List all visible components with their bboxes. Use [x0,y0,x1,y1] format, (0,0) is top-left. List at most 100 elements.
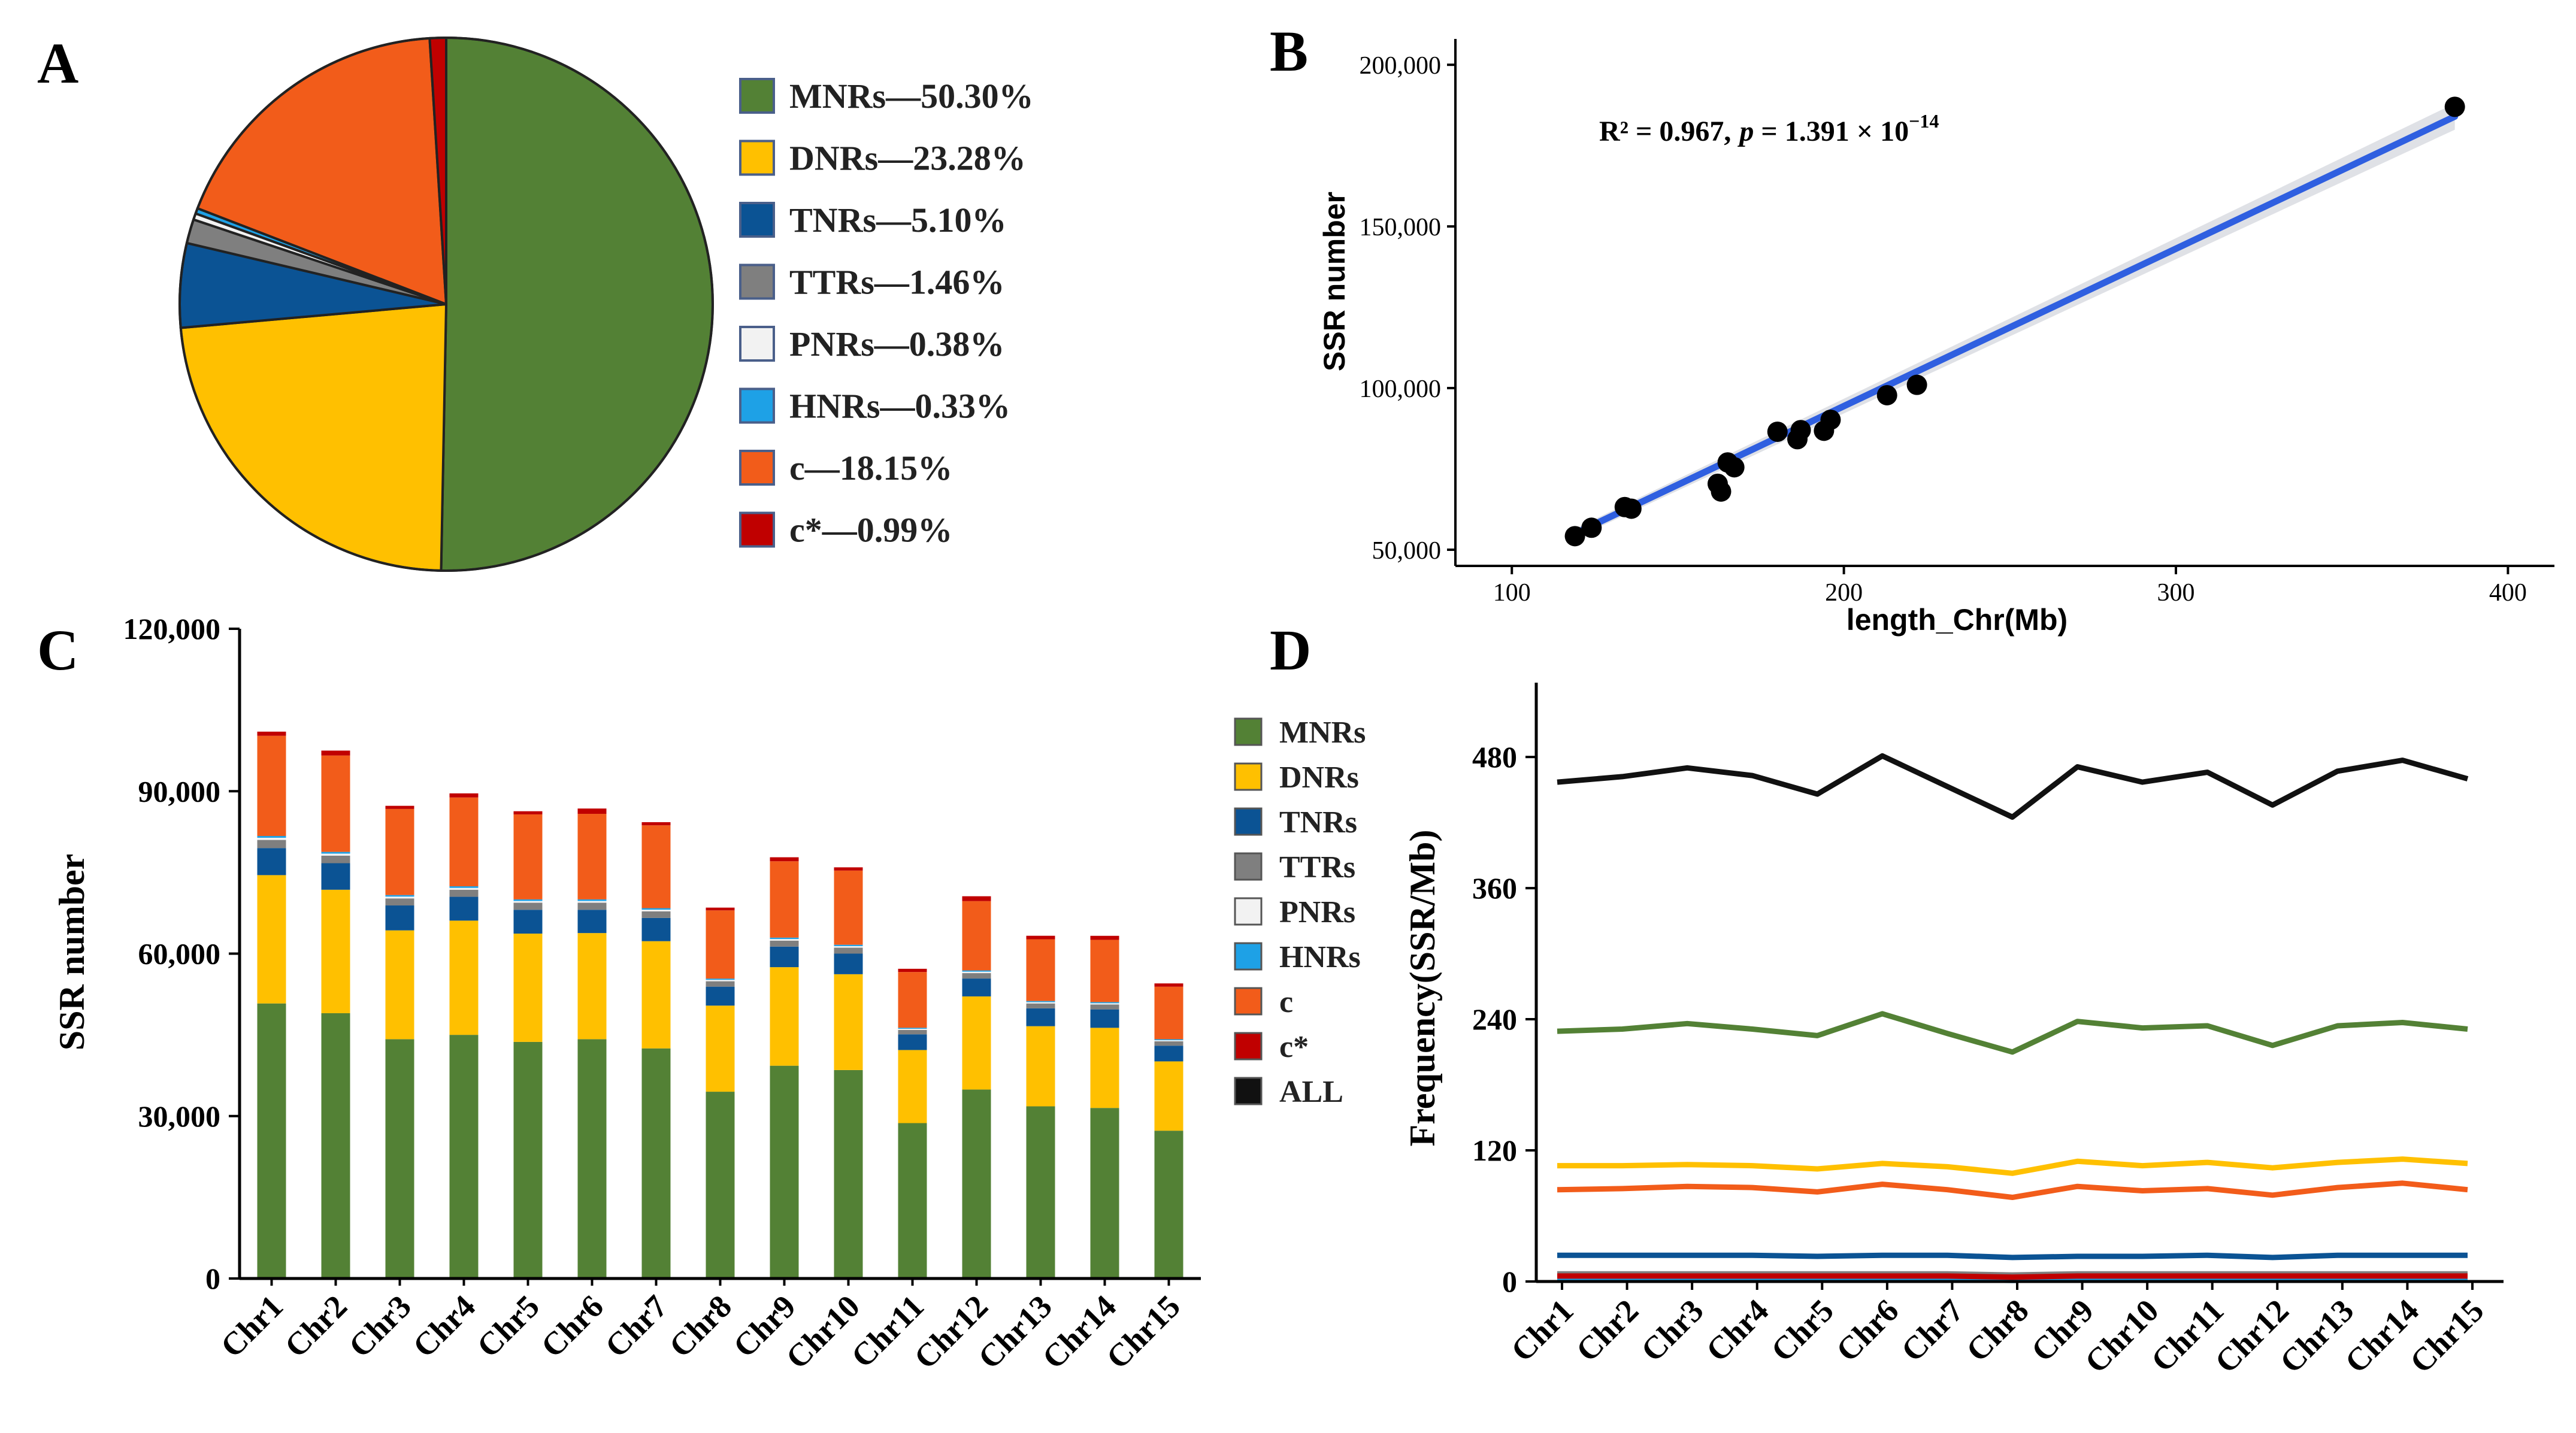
bar-segment-dnrs [641,941,671,1049]
bar-segment-mnrs [834,1070,863,1279]
bar-segment-mnrs [1090,1108,1119,1279]
x-tick-label: Chr6 [534,1288,610,1364]
legend-label-c: c—18.15% [789,449,952,487]
bar-segment-tnrs [962,978,991,996]
series-line-c-star [1557,1273,2468,1280]
legend-label-c-star: c* [1279,1030,1309,1064]
legend-label-tnrs: TNRs—5.10% [789,201,1007,240]
regression-annotation: R² = 0.967, p = 1.391 × 10−14 [1599,110,1939,147]
bar-segment-tnrs [321,863,350,890]
panel-label-a: A [37,31,78,95]
x-tick-label: Chr11 [2144,1292,2230,1379]
legend-swatch-pnrs [739,326,775,362]
bar-segment-tnrs [1154,1046,1183,1062]
pie-slice-mnrs [440,37,714,572]
bar-segment-tnrs [577,910,607,934]
bar-segment-c [321,755,350,852]
legend-label-dnrs: DNRs—23.28% [789,139,1026,178]
legend-swatch-hnrs [1234,942,1263,971]
x-tick-label: Chr8 [662,1288,738,1364]
bar-segment-c [385,808,414,895]
bar-segment-c-star [641,822,671,826]
bar-segment-mnrs [1026,1106,1055,1279]
y-tick-label: 480 [1472,740,1517,774]
bar-segment-hnrs [449,886,479,888]
x-tick-label: Chr13 [971,1288,1059,1376]
x-tick-label: Chr1 [214,1288,290,1364]
bar-segment-c [577,814,607,899]
series-line-mnrs [1557,1011,2468,1055]
legend-label-ttrs: TTRs [1279,850,1355,884]
bar-segment-tnrs [641,917,671,941]
bar-segment-ttrs [706,981,735,987]
bar-segment-ttrs [770,940,799,947]
bar-segment-dnrs [1026,1026,1055,1107]
bar-segment-dnrs [257,875,286,1004]
legend-swatch-dnrs [1234,762,1263,791]
bar-segment-c [257,735,286,837]
fit-line [1572,113,2459,537]
bar-segment-pnrs [1154,1040,1183,1041]
bar-segment-ttrs [834,947,863,954]
scatter-point [1767,421,1788,442]
legend-swatch-c-star [1234,1032,1263,1061]
x-tick-label: 200 [1825,579,1863,607]
bar-segment-dnrs [898,1050,927,1123]
bar-segment-hnrs [257,836,286,838]
bar-segment-ttrs [321,855,350,864]
line-chart-panel: 0120240360480Chr1Chr2Chr3Chr4Chr5Chr6Chr… [1403,683,2504,1380]
bar-segment-pnrs [513,901,543,903]
y-tick-label: 60,000 [138,937,221,971]
bar-segment-c [1090,940,1119,1002]
x-tick-label: Chr6 [1829,1292,1905,1368]
bar-segment-tnrs [449,896,479,921]
bar-segment-pnrs [834,946,863,948]
x-tick-label: Chr3 [342,1288,418,1364]
legend-swatch-mnrs [1234,717,1263,746]
bar-segment-c [1154,986,1183,1040]
bar-segment-dnrs [1090,1028,1119,1108]
scatter-point [2444,96,2465,117]
legend-label-c-star: c*—0.99% [789,511,952,550]
scatter-point [1711,481,1732,502]
legend-label-pnrs: PNRs [1279,895,1355,929]
bar-segment-hnrs [1090,1002,1119,1004]
y-tick-label: 240 [1472,1002,1517,1036]
y-tick-label: 100,000 [1360,375,1442,403]
bar-segment-tnrs [898,1034,927,1050]
legend-swatch-all [1234,1077,1263,1105]
bar-segment-c [706,910,735,979]
bar-segment-ttrs [1026,1003,1055,1008]
bar-segment-mnrs [577,1039,607,1279]
x-tick-label: Chr14 [1036,1288,1123,1376]
x-tick-label: Chr10 [2078,1292,2165,1380]
y-tick-label: 30,000 [138,1099,221,1133]
x-tick-label: Chr15 [2403,1292,2490,1380]
y-tick-label: 150,000 [1360,214,1442,241]
panel-label-d: D [1270,618,1311,682]
bar-segment-tnrs [770,946,799,968]
bar-segment-tnrs [385,905,414,931]
legend-swatch-tnrs [739,202,775,238]
series-line-all [1557,753,2469,820]
x-tick-label: Chr14 [2338,1292,2426,1380]
scatter-point [1876,384,1897,405]
bar-segment-pnrs [962,971,991,974]
bar-segment-c [834,870,863,945]
bar-segment-hnrs [385,895,414,897]
bar-segment-pnrs [385,896,414,899]
legend-label-c: c [1279,985,1293,1019]
bar-segment-dnrs [834,974,863,1070]
bar-segment-c-star [834,867,863,871]
legend-swatch-hnrs [739,387,775,424]
legend-swatch-dnrs [739,140,775,176]
y-tick-label: 360 [1472,871,1517,905]
bar-segment-dnrs [513,934,543,1042]
annotation-p-symbol: p [1737,116,1754,147]
bar-segment-c [449,797,479,887]
bar-segment-c-star [449,793,479,798]
bar-segment-c [770,861,799,938]
bar-segment-hnrs [770,937,799,940]
legend-label-tnrs: TNRs [1279,805,1357,840]
bar-segment-c-star [962,896,991,901]
